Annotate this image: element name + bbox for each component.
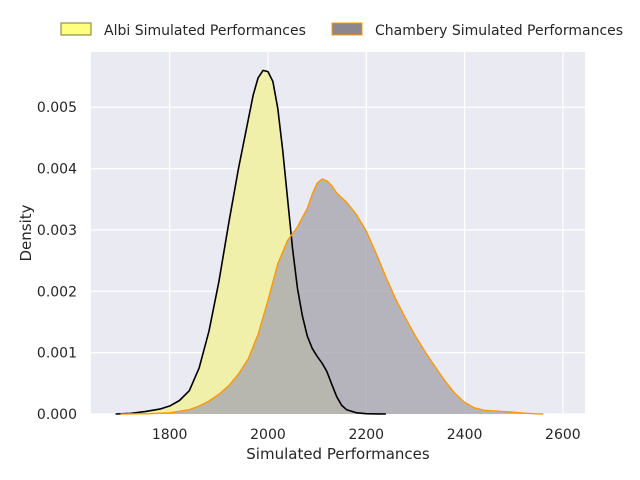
tick-labels: 1800 2000 2200 2400 2600 0.000 0.001 0.002 0.003… xyxy=(37,100,581,443)
x-tick-label: 2400 xyxy=(447,427,483,443)
series-line-2 xyxy=(120,178,544,415)
y-tick-label: 0.004 xyxy=(37,162,77,178)
series-layer xyxy=(115,69,544,415)
y-tick-label: 0.001 xyxy=(37,346,77,362)
legend-label-1: Albi Simulated Performances xyxy=(104,23,306,39)
legend-label-2: Chambery Simulated Performances xyxy=(375,23,623,39)
y-tick-label: 0.003 xyxy=(37,223,77,239)
series-area-1 xyxy=(115,70,386,414)
x-tick-label: 2600 xyxy=(545,427,581,443)
legend-swatch-1 xyxy=(60,22,92,36)
y-axis-title: Density xyxy=(17,204,35,261)
legend-swatch-2 xyxy=(331,22,363,36)
x-tick-label: 2000 xyxy=(250,427,286,443)
x-axis-title: Simulated Performances xyxy=(246,445,430,463)
x-tick-label: 1800 xyxy=(152,427,188,443)
x-tick-label: 2200 xyxy=(348,427,384,443)
series-line-1 xyxy=(115,69,386,415)
y-tick-label: 0.000 xyxy=(37,407,77,423)
legend: Albi Simulated Performances Chambery Simu… xyxy=(60,22,623,39)
y-tick-label: 0.005 xyxy=(37,100,77,116)
y-tick-label: 0.002 xyxy=(37,284,77,300)
series-area-2 xyxy=(120,179,544,414)
